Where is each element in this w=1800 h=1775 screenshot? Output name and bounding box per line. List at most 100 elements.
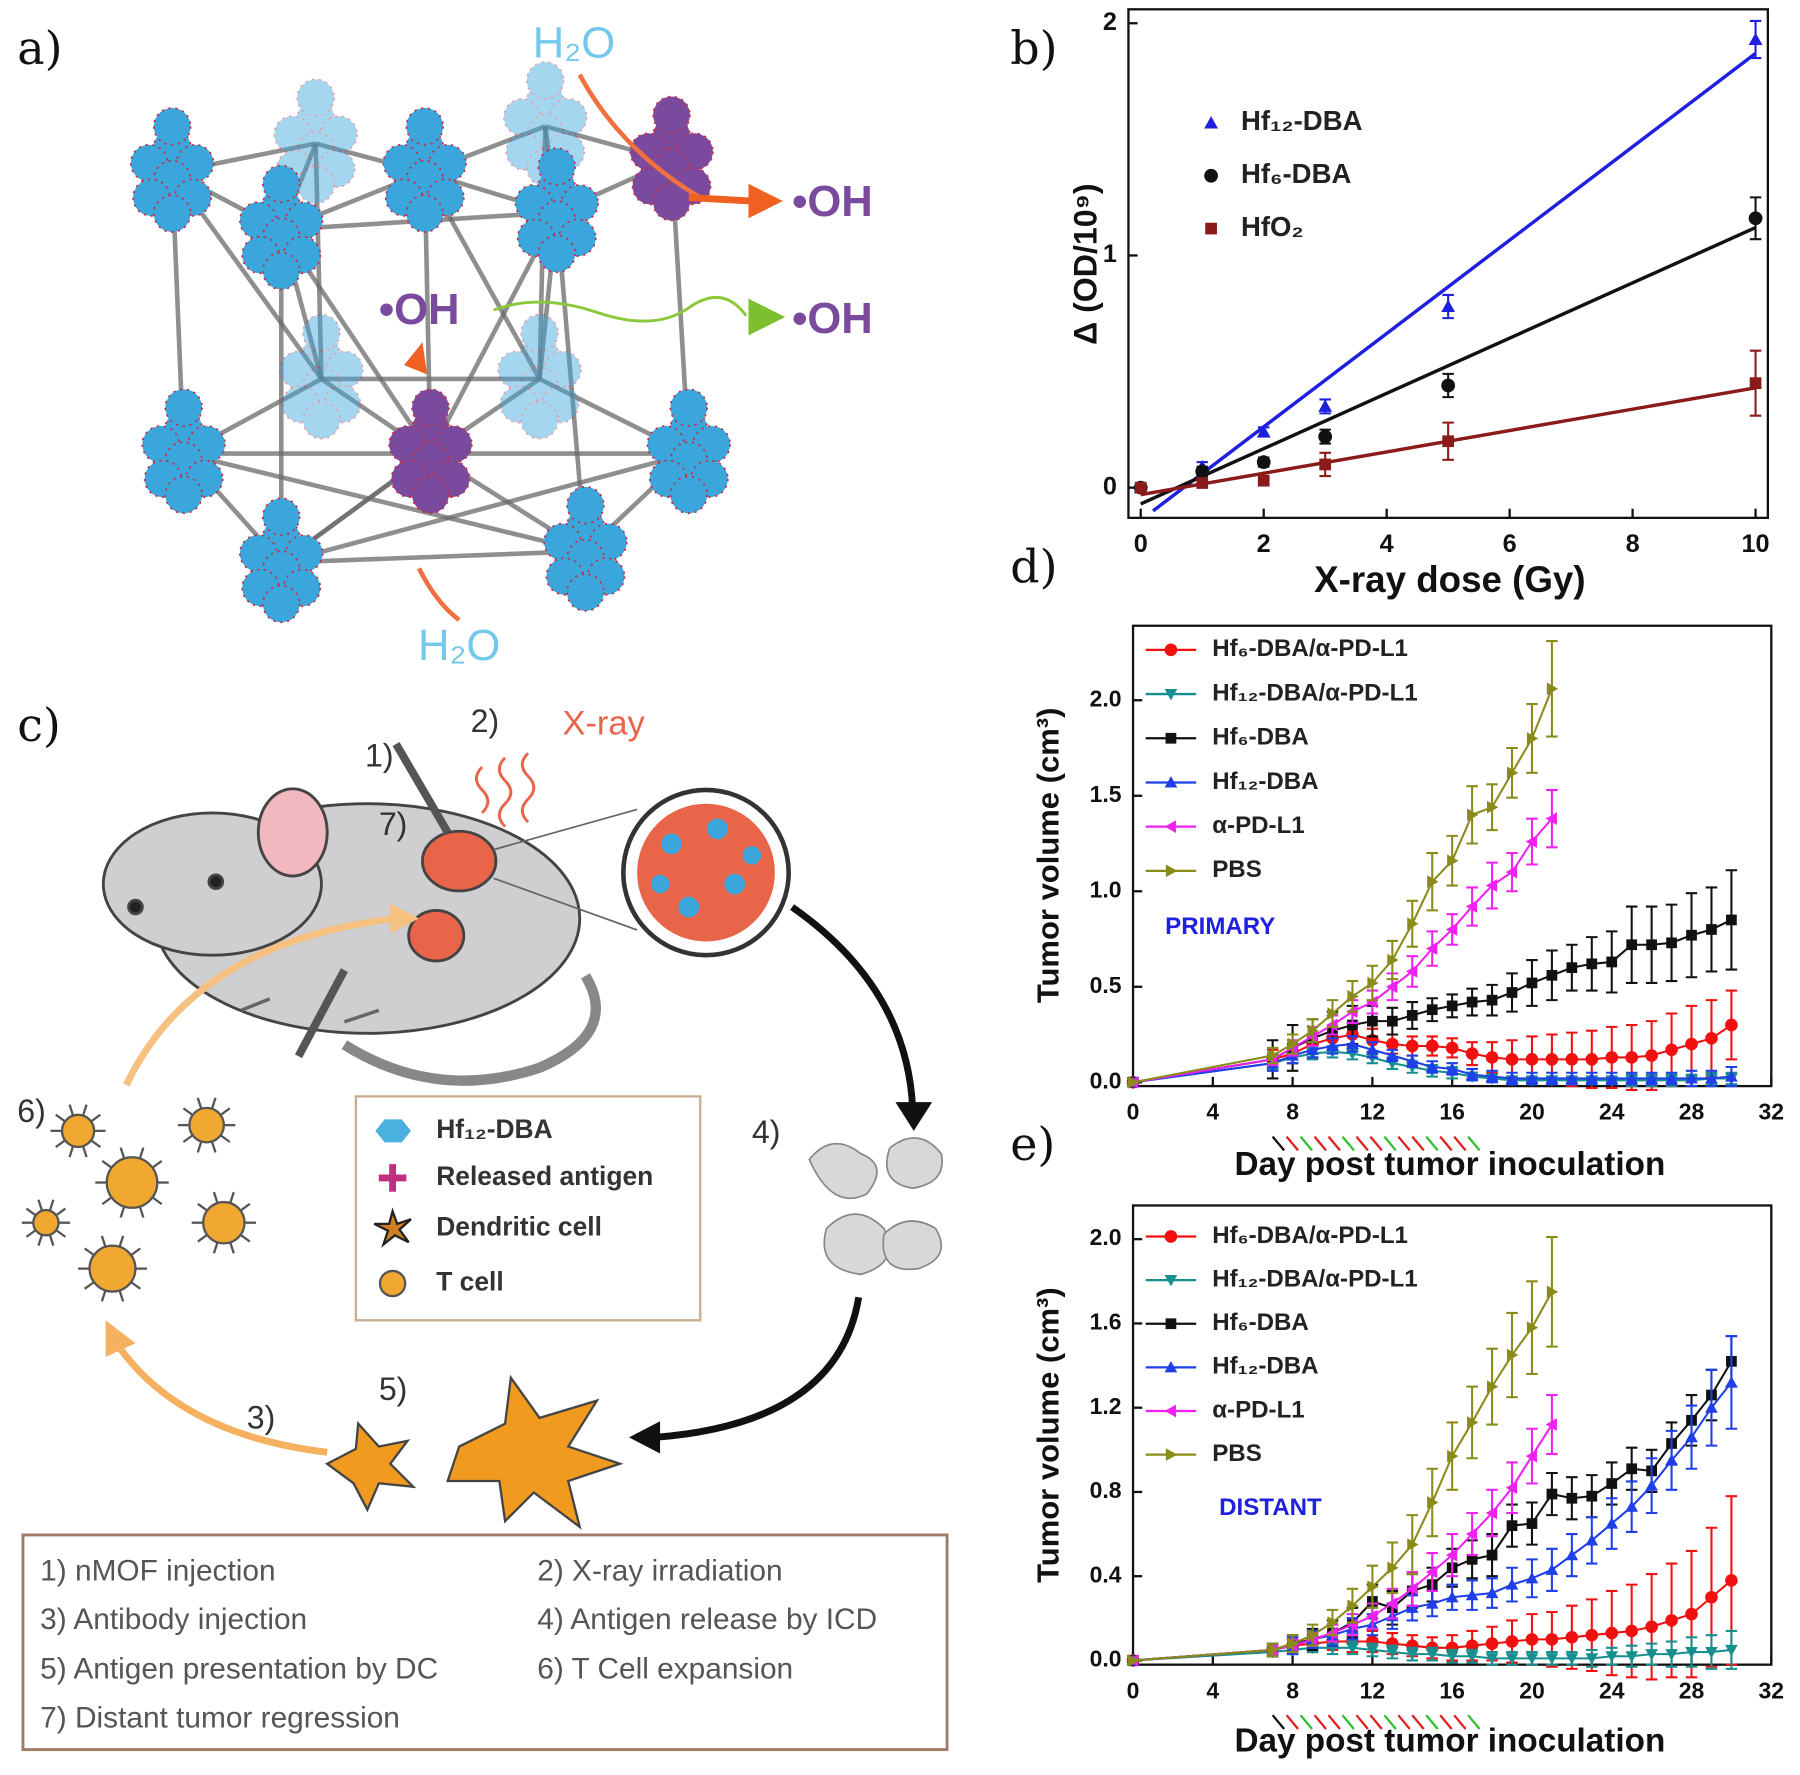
y-tick-label: 1.6	[1090, 1309, 1122, 1335]
marker	[1565, 1548, 1579, 1561]
arrowhead	[748, 183, 783, 219]
y-axis-label: Δ (OD/10⁹)	[1068, 183, 1104, 345]
marker	[1665, 1072, 1678, 1084]
series-line	[1132, 688, 1553, 1084]
marker	[1465, 1588, 1479, 1601]
treatment-arrow	[1313, 1714, 1327, 1730]
t-cell	[32, 1208, 60, 1237]
cluster	[543, 486, 628, 612]
marker	[1386, 1015, 1398, 1027]
cluster-atom	[652, 95, 691, 135]
cluster-atom	[669, 475, 709, 515]
arrow	[493, 296, 748, 323]
syringe	[294, 968, 348, 1059]
zoom-lines	[493, 808, 638, 931]
marker	[1318, 429, 1333, 444]
panel-label: b)	[1010, 21, 1057, 75]
cluster-atom	[537, 234, 576, 274]
marker	[1367, 1015, 1378, 1027]
marker	[1485, 1653, 1499, 1665]
step-text: 1) nMOF injection	[40, 1555, 275, 1588]
legend-marker	[1164, 776, 1178, 788]
arrow	[688, 194, 753, 205]
marker	[1585, 1053, 1599, 1066]
marker	[1505, 1635, 1519, 1648]
cluster-atom	[405, 107, 444, 146]
cluster-atom	[405, 194, 444, 233]
cluster-atom	[549, 97, 588, 137]
marker	[1487, 800, 1499, 814]
marker	[1546, 1285, 1559, 1299]
legend-label: Hf₁₂-DBA/α-PD-L1	[1212, 679, 1417, 706]
x-tick-label: 12	[1360, 1677, 1386, 1703]
step-marker: 7)	[379, 806, 408, 842]
legend-marker	[1204, 168, 1218, 183]
step-marker: 1)	[365, 737, 394, 773]
marker	[1347, 990, 1359, 1003]
legend-label: Hf₁₂-DBA	[436, 1114, 552, 1144]
marker	[1347, 1019, 1358, 1031]
x-tick-label: 32	[1759, 1099, 1785, 1125]
cluster-atom	[411, 475, 450, 515]
treatment-arrow	[1453, 1135, 1467, 1152]
particle	[742, 846, 762, 865]
marker	[1706, 924, 1717, 935]
cluster-atom	[296, 78, 335, 117]
cell-spike	[55, 1207, 67, 1217]
cell-spike	[37, 1199, 44, 1212]
cluster-atom	[296, 131, 335, 170]
dendritic-cell	[325, 1420, 417, 1513]
cell-spike	[130, 1281, 142, 1290]
marker	[1465, 900, 1478, 913]
treatment-arrow	[1453, 1714, 1467, 1730]
fit-line	[1140, 226, 1757, 506]
marker	[1665, 1649, 1678, 1661]
treatment-arrow	[1425, 1135, 1439, 1152]
legend-label: Hf₆-DBA/α-PD-L1	[1212, 635, 1408, 662]
marker	[1405, 1039, 1419, 1053]
treatment-arrow	[1271, 1714, 1286, 1730]
marker	[1307, 1024, 1319, 1038]
x-tick-label: 4	[1380, 530, 1394, 558]
legend-label: T cell	[436, 1267, 503, 1297]
marker	[1725, 1644, 1738, 1657]
legend-label: Released antigen	[436, 1161, 653, 1191]
step-text: 4) Antigen release by ICD	[537, 1603, 877, 1636]
x-axis-label: Day post tumor inoculation	[1234, 1146, 1665, 1183]
marker	[1646, 939, 1657, 951]
marker	[1565, 1072, 1579, 1084]
cell-spike	[55, 1139, 66, 1148]
marker	[1666, 937, 1677, 949]
marker	[1445, 1041, 1459, 1055]
cell-spike	[229, 1191, 235, 1204]
legend-label: Dendritic cell	[436, 1211, 602, 1241]
marker	[1505, 1053, 1519, 1066]
series-line	[1132, 1291, 1553, 1662]
cell-spike	[83, 1281, 95, 1290]
arrow	[416, 567, 461, 622]
legend-marker	[1164, 1275, 1178, 1287]
marker	[1267, 1643, 1279, 1657]
treatment-arrow	[1355, 1135, 1369, 1152]
y-tick-label: 1.5	[1090, 781, 1122, 807]
annotation: DISTANT	[1219, 1494, 1322, 1521]
series-line	[1132, 818, 1553, 1084]
label: H₂O	[533, 20, 615, 68]
marker	[1196, 477, 1209, 489]
marker	[1685, 1646, 1698, 1659]
marker	[1525, 1072, 1539, 1084]
chart: d) 0 4 8 12 16 20 24 28 32 0.0 0.5 1.0 1.5 2.0 Day post…	[1010, 540, 1784, 1184]
marker	[1686, 929, 1697, 941]
marker	[1546, 1488, 1558, 1500]
legend-marker	[1165, 732, 1177, 744]
cluster-atom	[652, 182, 691, 222]
x-ray-label: X-ray	[563, 705, 646, 743]
marker	[1406, 1010, 1418, 1021]
legend-marker	[1165, 1448, 1178, 1461]
cluster-atom	[302, 334, 341, 373]
marker	[1705, 1590, 1718, 1604]
lattice-rod	[281, 548, 586, 565]
nose	[127, 898, 144, 916]
marker	[1485, 1586, 1499, 1599]
